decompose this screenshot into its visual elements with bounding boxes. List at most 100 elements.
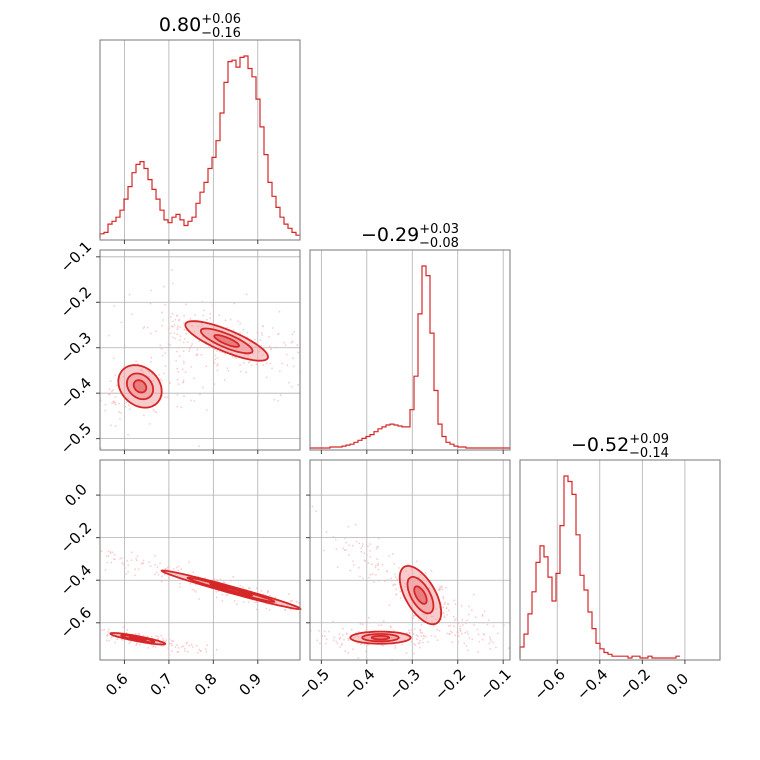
sample-point <box>393 562 396 565</box>
sample-point <box>347 652 350 654</box>
sample-point <box>365 554 368 556</box>
sample-point <box>163 392 165 395</box>
sample-point <box>333 636 336 639</box>
sample-point <box>176 394 179 396</box>
sample-point <box>273 398 275 401</box>
sample-point <box>150 332 152 335</box>
sample-point <box>476 628 479 631</box>
sample-point <box>290 385 293 388</box>
sample-point <box>255 608 258 611</box>
sample-point <box>255 363 258 366</box>
sample-point <box>246 331 249 334</box>
sample-point <box>323 549 325 552</box>
sample-point <box>198 648 201 651</box>
sample-point <box>407 629 410 632</box>
sample-point <box>467 633 470 635</box>
panel-frame <box>519 459 721 661</box>
sample-point <box>449 630 452 633</box>
sample-point <box>297 351 299 354</box>
sample-point <box>193 589 196 592</box>
sample-point <box>344 549 347 551</box>
grid-lines <box>100 40 686 660</box>
sample-point <box>461 632 463 635</box>
sample-point <box>371 573 374 576</box>
sample-point <box>108 393 111 395</box>
sample-point <box>274 596 277 599</box>
sample-point <box>205 650 208 653</box>
sample-point <box>453 619 456 622</box>
sample-point <box>315 510 317 512</box>
sample-point <box>180 568 183 571</box>
sample-point <box>179 339 181 341</box>
sample-point <box>367 616 370 619</box>
sample-point <box>466 619 468 622</box>
sample-point <box>245 371 247 374</box>
sample-point <box>332 620 334 623</box>
sample-point <box>176 333 179 336</box>
sample-point <box>483 633 486 636</box>
sample-point <box>155 571 158 574</box>
sample-point <box>221 600 224 602</box>
x-tick-label: −0.5 <box>295 665 333 703</box>
sample-point <box>417 635 419 638</box>
sample-point <box>463 642 466 645</box>
sample-point <box>292 365 295 368</box>
sample-point <box>492 641 495 644</box>
sample-point <box>181 368 184 371</box>
sample-point <box>154 646 157 648</box>
sample-point <box>171 312 174 315</box>
sample-point <box>432 624 435 627</box>
sample-point <box>164 365 167 367</box>
x-tick-label: −0.4 <box>340 665 378 703</box>
sample-point <box>443 603 446 606</box>
sample-point <box>176 325 179 327</box>
sample-point <box>163 573 166 576</box>
sample-point <box>483 610 486 613</box>
sample-point <box>110 561 113 564</box>
sample-point <box>158 373 161 376</box>
sample-point <box>375 573 377 576</box>
sample-point <box>183 338 186 340</box>
sample-point <box>100 550 103 553</box>
sample-point <box>215 578 218 581</box>
sample-point <box>108 388 111 391</box>
sample-point <box>442 606 445 609</box>
sample-point <box>190 399 192 402</box>
sample-point <box>182 360 185 363</box>
sample-point <box>189 348 191 350</box>
sample-point <box>124 405 127 408</box>
sample-point <box>384 580 386 582</box>
sample-point <box>189 582 192 585</box>
sample-point <box>175 566 178 569</box>
sample-point <box>124 346 127 348</box>
sample-point <box>417 642 420 645</box>
sample-point <box>168 327 171 329</box>
sample-point <box>179 326 181 328</box>
sample-point <box>291 333 294 336</box>
title-param-3: −0.52+0.09 −0.14 <box>571 432 669 461</box>
sample-point <box>254 601 256 604</box>
sample-point <box>412 617 415 620</box>
sample-point <box>378 579 381 582</box>
sample-point <box>176 405 179 408</box>
sample-point <box>355 540 358 543</box>
sample-point <box>418 642 421 644</box>
sample-point <box>461 619 464 621</box>
sample-point <box>216 364 219 367</box>
sample-point <box>106 634 109 637</box>
sample-point <box>160 347 163 350</box>
sample-point <box>265 362 268 364</box>
sample-point <box>212 304 215 307</box>
sample-point <box>186 650 189 653</box>
sample-point <box>183 322 186 325</box>
sample-point <box>142 559 145 562</box>
sample-point <box>204 577 207 579</box>
sample-point <box>173 324 176 327</box>
sample-point <box>374 566 377 569</box>
contour-level <box>208 583 254 597</box>
sample-point <box>377 624 380 627</box>
title-minus-error: −0.08 <box>419 236 459 251</box>
sample-point <box>495 646 497 649</box>
sample-point <box>470 609 473 612</box>
sample-point <box>188 644 191 647</box>
